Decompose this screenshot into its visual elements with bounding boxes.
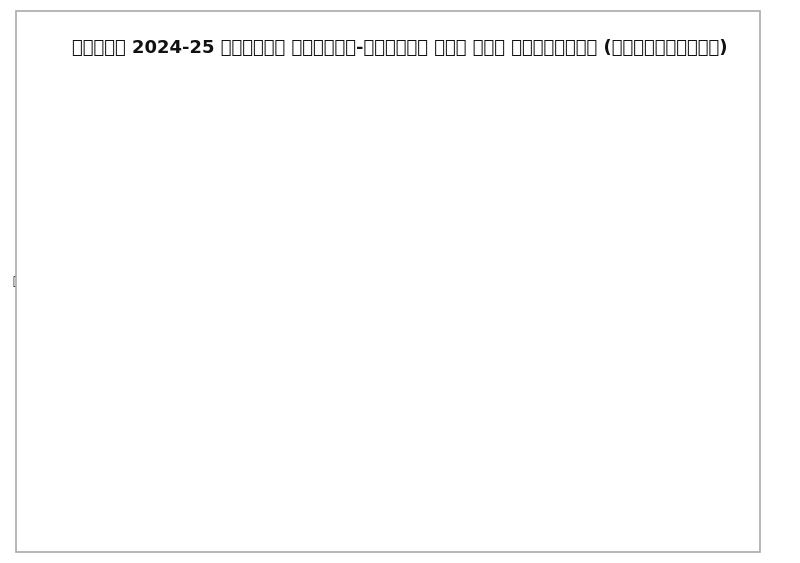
Wedge shape	[345, 152, 376, 319]
Polygon shape	[376, 435, 550, 540]
Wedge shape	[314, 155, 376, 319]
Wedge shape	[210, 277, 376, 417]
Wedge shape	[376, 248, 542, 417]
Wedge shape	[376, 319, 511, 485]
Wedge shape	[241, 319, 376, 485]
Text: ಸಾಲ ತೀರಿಕೆ, 18: ಸಾಲ ತೀರಿಕೆ, 18	[477, 168, 724, 181]
Polygon shape	[550, 319, 592, 457]
Text: ಇತರ ಸಾಮಾನ್ಯ
ಸೇವೆಗಳು, 17: ಇತರ ಸಾಮಾನ್ಯ ಸೇವೆಗಳು, 17	[562, 256, 730, 330]
Ellipse shape	[158, 122, 594, 531]
Text: ಇತರ ಆರ್ಥಿಕ ಸೇವೆಗಳು,
15: ಇತರ ಆರ್ಥಿಕ ಸೇವೆಗಳು, 15	[295, 470, 438, 535]
Text: ಶಿಕ್ಷಣ, 11: ಶಿಕ್ಷಣ, 11	[13, 220, 222, 288]
Wedge shape	[214, 184, 376, 319]
Wedge shape	[278, 164, 376, 319]
Text: ಆರೋಗ್ಯ, 4: ಆರೋಗ್ಯ, 4	[45, 165, 285, 215]
Wedge shape	[376, 152, 526, 319]
Text: ನೀರು ಪೂರೈಕೆ ಮತ್ತು
ಸ್ವರ್ಮಳ್ಯ, 3: ನೀರು ಪೂರೈಕೆ ಮತ್ತು ಸ್ವರ್ಮಳ್ಯ, 3	[271, 68, 385, 141]
Text: ಕೃಷಿ,ನೀರಾವರಿ ಮತ್ತು
ಗ್ರಾಮೀಣ ಅಭಿವೃದ್ಧಿ, 14: ಕೃಷಿ,ನೀರಾವರಿ ಮತ್ತು ಗ್ರಾಮೀಣ ಅಭಿವೃದ್ಧಿ, 14	[64, 350, 206, 436]
Text: ಇತರ ಸಾಮಾಜಿಕ
ಸೇವೆಗಳು, 3: ಇತರ ಸಾಮಾಜಿಕ ಸೇವೆಗಳು, 3	[86, 127, 322, 155]
Text: ಸಮಾಜ ಕಲ್ಯಾಣ, 15: ಸಮಾಜ ಕಲ್ಯಾಣ, 15	[462, 387, 723, 468]
Text: ವೆಚ್ಚ 2024-25 ಆಯವ್ಯಯ ಅಂದಾಜು-ರೂಪಾಯಿ ಯಾವ ಭಾಗ ಎಷ್ಟಷ್ಟು (ಪೈಸೆಗಳಲ್ಲಿ): ವೆಚ್ಚ 2024-25 ಆಯವ್ಯಯ ಅಂದಾಜು-ರೂಪಾಯಿ ಯಾವ ಭ…	[72, 39, 728, 57]
Polygon shape	[202, 435, 376, 540]
Polygon shape	[160, 315, 202, 457]
